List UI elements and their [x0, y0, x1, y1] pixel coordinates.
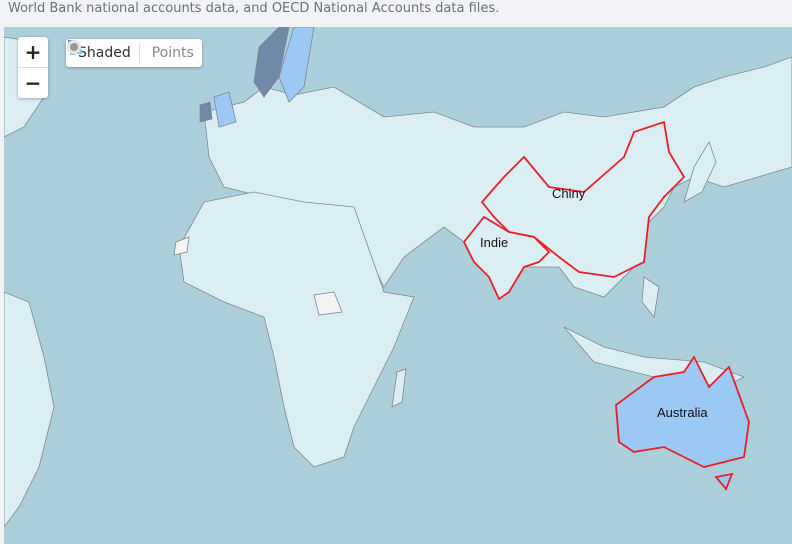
australia-outline [615, 355, 750, 491]
map-label-chiny: Chiny [552, 186, 586, 201]
ireland-land [199, 101, 213, 123]
points-label: Points [151, 45, 194, 61]
americas-land [4, 291, 55, 528]
zoom-out-button[interactable]: − [18, 67, 48, 98]
japan-land [683, 141, 717, 203]
india-outline [462, 215, 551, 301]
madagascar-land [391, 368, 407, 408]
world-map[interactable]: Chiny Indie Australia + − Shaded Points [4, 27, 792, 544]
no-data-land [313, 291, 343, 316]
uk-land [213, 91, 237, 128]
points-dot-icon [67, 40, 81, 54]
shaded-label: Shaded [78, 45, 131, 61]
toggle-divider [138, 43, 140, 63]
view-toggle: Shaded Points [66, 39, 202, 67]
africa-land [178, 191, 415, 468]
points-option[interactable]: Points [67, 39, 202, 67]
map-label-indie: Indie [480, 235, 508, 250]
philippines-land [641, 276, 660, 318]
zoom-in-button[interactable]: + [24, 40, 42, 64]
western-sahara-land [173, 236, 190, 256]
zoom-controls: + − [18, 37, 48, 98]
source-text: World Bank national accounts data, and O… [8, 1, 500, 16]
sweden-finland-land [278, 27, 315, 103]
map-canvas[interactable]: Chiny Indie Australia [4, 27, 792, 544]
map-label-australia: Australia [657, 405, 708, 420]
